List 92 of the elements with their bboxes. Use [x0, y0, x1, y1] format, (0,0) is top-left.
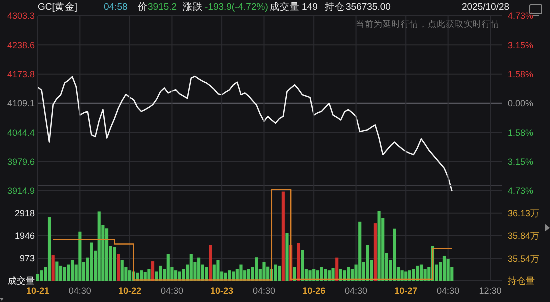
bar	[128, 270, 132, 281]
bar	[56, 262, 59, 281]
bar	[286, 234, 289, 281]
bar	[308, 270, 312, 281]
bar	[105, 228, 109, 281]
bar	[446, 259, 450, 281]
text: 成交量	[270, 1, 300, 13]
bar	[113, 247, 116, 281]
y2-tick-label: 0.00%	[508, 98, 534, 109]
text: 356735.00	[346, 2, 391, 13]
line-series	[37, 76, 453, 192]
y-tick-label: 3914.9	[7, 186, 35, 196]
text: 149	[302, 2, 318, 13]
bar	[90, 242, 94, 281]
bar	[366, 245, 370, 281]
bar	[336, 258, 339, 281]
bar	[120, 260, 124, 281]
bar	[420, 264, 424, 281]
bar	[40, 270, 44, 281]
bar	[442, 256, 446, 281]
x-tick-label: 10-23	[210, 286, 234, 296]
bar	[293, 267, 296, 281]
bar	[274, 264, 278, 281]
text: 持仓	[325, 1, 345, 13]
y2-tick-label: 3.15%	[508, 156, 534, 167]
x-tick-label: 04:30	[345, 286, 368, 296]
x-tick-label: 10-27	[394, 286, 418, 296]
x-tick-label: 04:30	[252, 286, 276, 296]
bar	[393, 228, 396, 281]
text: 涨跌	[183, 1, 203, 13]
y-tick-label: 4044.4	[7, 128, 35, 138]
bar	[216, 260, 220, 281]
y2-tick-label: 36.13万	[508, 208, 540, 219]
bar	[416, 266, 420, 281]
bar	[240, 264, 243, 281]
text: 04:58	[104, 2, 128, 13]
x-tick-label: 10-22	[118, 286, 142, 296]
x-tick-label: 10-26	[302, 286, 326, 296]
chart-title: GC[黄金]	[38, 1, 78, 13]
bar	[63, 267, 66, 281]
text: 3915.2	[148, 2, 178, 13]
bar	[347, 267, 350, 281]
bar	[78, 232, 82, 281]
bar	[198, 258, 201, 281]
y-tick-label: 3979.6	[7, 157, 35, 167]
text: 价	[137, 1, 148, 13]
y-tick-label: 4238.6	[7, 40, 35, 50]
y-tick-label: 4173.8	[7, 70, 35, 80]
x-tick-label: 04:30	[68, 286, 92, 296]
bar	[282, 192, 285, 281]
y-tick-label: 2918	[14, 208, 35, 219]
y-tick-label: 4109.1	[7, 98, 35, 109]
y-tick-label: 4303.3	[7, 11, 35, 22]
y2-tick-label: 1.58%	[508, 69, 534, 80]
bar	[320, 267, 324, 281]
text: 2025/10/28	[462, 2, 510, 13]
bar	[278, 266, 282, 281]
y-tick-label: 成交量	[8, 276, 35, 286]
bar	[70, 260, 74, 281]
bar	[98, 212, 101, 281]
bar	[209, 245, 212, 281]
y-tick-label: 1946	[14, 231, 35, 242]
y2-tick-label: 35.54万	[508, 254, 540, 264]
bar	[255, 258, 258, 281]
x-tick-label: 10-21	[26, 286, 50, 296]
bar	[374, 224, 377, 281]
bar	[343, 270, 346, 281]
bar	[358, 222, 362, 281]
bar	[48, 218, 52, 281]
y2-tick-label: 4.73%	[508, 186, 534, 196]
bar	[36, 274, 40, 281]
x-tick-label: 04:30	[437, 286, 460, 296]
y2-tick-label: 1.58%	[508, 128, 534, 138]
bar	[116, 254, 120, 281]
bar	[166, 254, 170, 281]
x-tick-label: 12:30	[479, 286, 502, 296]
bar	[59, 266, 63, 281]
y2-tick-label: 3.15%	[508, 40, 534, 50]
y2-tick-label: 35.84万	[508, 230, 540, 241]
bar	[378, 211, 381, 281]
bar	[301, 250, 304, 281]
y-tick-label: 973	[20, 254, 35, 264]
bar	[297, 243, 300, 281]
bar	[262, 262, 266, 281]
bar	[152, 262, 155, 281]
bar	[332, 268, 335, 281]
y2-tick-label: 持仓量	[508, 276, 535, 286]
bar	[190, 254, 193, 281]
bar	[52, 256, 55, 281]
x-tick-label: 04:30	[160, 286, 184, 296]
y2-tick-label: 4.73%	[508, 11, 534, 22]
text: -193.9(-4.72%)	[205, 2, 268, 13]
